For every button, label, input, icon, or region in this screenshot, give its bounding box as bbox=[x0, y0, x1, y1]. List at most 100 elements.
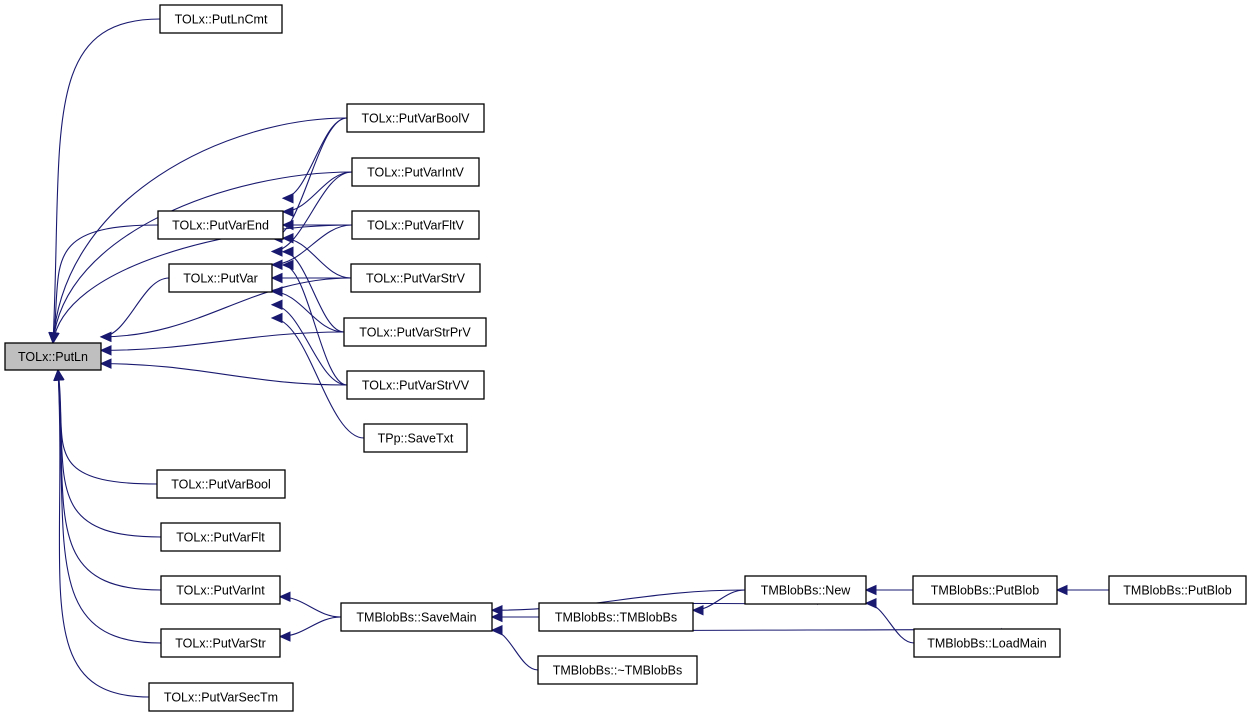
edge-PutVarStr-to-PutLn bbox=[57, 369, 162, 644]
node-label: TMBlobBs::PutBlob bbox=[931, 584, 1039, 598]
node-PutLnCmt[interactable]: TOLx::PutLnCmt bbox=[159, 4, 283, 34]
arrowhead-icon bbox=[864, 597, 877, 609]
node-PutVarStrPrV[interactable]: TOLx::PutVarStrPrV bbox=[343, 317, 487, 347]
arrowhead-icon bbox=[270, 246, 283, 257]
node-label: TMBlobBs::PutBlob bbox=[1123, 584, 1231, 598]
node-label: TOLx::PutVarSecTm bbox=[164, 691, 278, 705]
arrowhead-icon bbox=[281, 206, 294, 218]
node-label: TOLx::PutVarStrV bbox=[366, 272, 466, 286]
edge-PutVarBoolV-to-PutVarEnd bbox=[282, 117, 348, 199]
edge-PutVarFlt-to-PutLn bbox=[57, 369, 162, 538]
node-label: TMBlobBs::SaveMain bbox=[356, 611, 476, 625]
node-label: TOLx::PutVarFltV bbox=[367, 219, 464, 233]
arrowhead-icon bbox=[270, 272, 283, 284]
node-label: TOLx::PutVarInt bbox=[176, 584, 265, 598]
arrowhead-icon bbox=[281, 192, 294, 204]
edge-PutVarStrVV-to-PutLn bbox=[100, 363, 348, 386]
node-PutBlobB[interactable]: TMBlobBs::PutBlob bbox=[1108, 575, 1247, 605]
node-box bbox=[744, 575, 867, 605]
node-PutVarStrVV[interactable]: TOLx::PutVarStrVV bbox=[346, 370, 485, 400]
edge-PutVarStrV-to-PutLn bbox=[100, 277, 352, 338]
node-box bbox=[350, 263, 481, 293]
node-box bbox=[160, 522, 281, 552]
node-box bbox=[346, 103, 485, 133]
edge-PutVarStrVV-to-PutVarEnd bbox=[282, 264, 348, 386]
arrowhead-icon bbox=[281, 246, 294, 258]
node-box bbox=[160, 628, 281, 658]
node-label: TOLx::PutVarBoolV bbox=[362, 112, 471, 126]
edge-PutLnCmt-to-PutLn bbox=[52, 18, 161, 344]
arrowhead-icon bbox=[278, 631, 291, 642]
node-label: TOLx::PutVarStrPrV bbox=[359, 326, 471, 340]
arrowhead-icon bbox=[270, 286, 283, 297]
edge-PutVarIntV-to-PutLn bbox=[52, 171, 353, 344]
arrowhead-icon bbox=[270, 259, 283, 271]
node-box bbox=[159, 4, 283, 34]
node-box bbox=[1108, 575, 1247, 605]
edge-DtorTMBlobBs-to-SaveMain bbox=[491, 629, 539, 671]
node-LoadMain[interactable]: TMBlobBs::LoadMain bbox=[913, 628, 1061, 658]
edge-PutVarBoolV-to-PutLn bbox=[52, 117, 348, 344]
node-label: TOLx::PutLn bbox=[18, 350, 88, 364]
node-label: TOLx::PutVarStrVV bbox=[362, 379, 470, 393]
node-label: TPp::SaveTxt bbox=[378, 432, 454, 446]
arrowhead-icon bbox=[49, 331, 60, 345]
edge-New-to-SaveMain bbox=[491, 589, 746, 611]
node-label: TOLx::PutVarIntV bbox=[367, 166, 464, 180]
node-PutVarInt[interactable]: TOLx::PutVarInt bbox=[160, 575, 281, 605]
node-PutVarIntV[interactable]: TOLx::PutVarIntV bbox=[351, 157, 480, 187]
edge-PutVarBool-to-PutLn bbox=[57, 369, 158, 485]
node-SaveTxt[interactable]: TPp::SaveTxt bbox=[363, 423, 468, 453]
node-PutLn[interactable]: TOLx::PutLn bbox=[4, 342, 102, 371]
arrowhead-icon bbox=[99, 345, 112, 356]
arrowhead-icon bbox=[281, 232, 294, 244]
node-SaveMain[interactable]: TMBlobBs::SaveMain bbox=[340, 602, 493, 632]
node-box bbox=[346, 370, 485, 400]
edge-PutVarStrVV-to-PutVar bbox=[271, 304, 348, 386]
node-DtorTMBlobBs[interactable]: TMBlobBs::~TMBlobBs bbox=[537, 655, 698, 685]
node-label: TOLx::PutVarBool bbox=[171, 478, 271, 492]
arrowhead-icon bbox=[99, 358, 112, 369]
arrowhead-icon bbox=[281, 259, 294, 271]
node-PutBlobA[interactable]: TMBlobBs::PutBlob bbox=[912, 575, 1058, 605]
arrowhead-icon bbox=[270, 312, 283, 324]
edge-PutVarStrPrV-to-PutLn bbox=[100, 331, 345, 351]
arrowhead-icon bbox=[490, 624, 503, 636]
node-PutVarFltV[interactable]: TOLx::PutVarFltV bbox=[351, 210, 480, 240]
edge-LoadMain-to-New bbox=[865, 602, 915, 644]
node-box bbox=[4, 342, 102, 371]
node-PutVarStrV[interactable]: TOLx::PutVarStrV bbox=[350, 263, 481, 293]
arrowhead-icon bbox=[864, 584, 877, 596]
node-label: TOLx::PutLnCmt bbox=[175, 13, 268, 27]
node-New[interactable]: TMBlobBs::New bbox=[744, 575, 867, 605]
node-label: TOLx::PutVar bbox=[183, 272, 258, 286]
node-label: TMBlobBs::~TMBlobBs bbox=[553, 664, 683, 678]
node-box bbox=[363, 423, 468, 453]
node-box bbox=[537, 655, 698, 685]
edge-SaveTxt-to-PutVar bbox=[271, 317, 365, 439]
arrowhead-icon bbox=[53, 368, 64, 381]
node-box bbox=[912, 575, 1058, 605]
arrowhead-icon bbox=[278, 591, 291, 603]
edge-PutVarInt-to-PutLn bbox=[57, 369, 162, 591]
node-label: TMBlobBs::New bbox=[761, 584, 852, 598]
edge-PutVarSecTm-to-PutLn bbox=[57, 369, 150, 698]
node-box bbox=[913, 628, 1061, 658]
node-PutVarBool[interactable]: TOLx::PutVarBool bbox=[156, 469, 286, 499]
node-PutVarStr[interactable]: TOLx::PutVarStr bbox=[160, 628, 281, 658]
node-PutVar[interactable]: TOLx::PutVar bbox=[168, 263, 273, 293]
node-PutVarFlt[interactable]: TOLx::PutVarFlt bbox=[160, 522, 281, 552]
node-TMBlobBs[interactable]: TMBlobBs::TMBlobBs bbox=[538, 602, 694, 632]
node-PutVarSecTm[interactable]: TOLx::PutVarSecTm bbox=[148, 682, 294, 712]
node-box bbox=[351, 157, 480, 187]
node-box bbox=[168, 263, 273, 293]
arrowhead-icon bbox=[99, 331, 112, 343]
node-box bbox=[157, 210, 284, 240]
node-label: TOLx::PutVarFlt bbox=[176, 531, 265, 545]
node-box bbox=[343, 317, 487, 347]
node-PutVarEnd[interactable]: TOLx::PutVarEnd bbox=[157, 210, 284, 240]
node-PutVarBoolV[interactable]: TOLx::PutVarBoolV bbox=[346, 103, 485, 133]
node-box bbox=[156, 469, 286, 499]
node-box bbox=[148, 682, 294, 712]
